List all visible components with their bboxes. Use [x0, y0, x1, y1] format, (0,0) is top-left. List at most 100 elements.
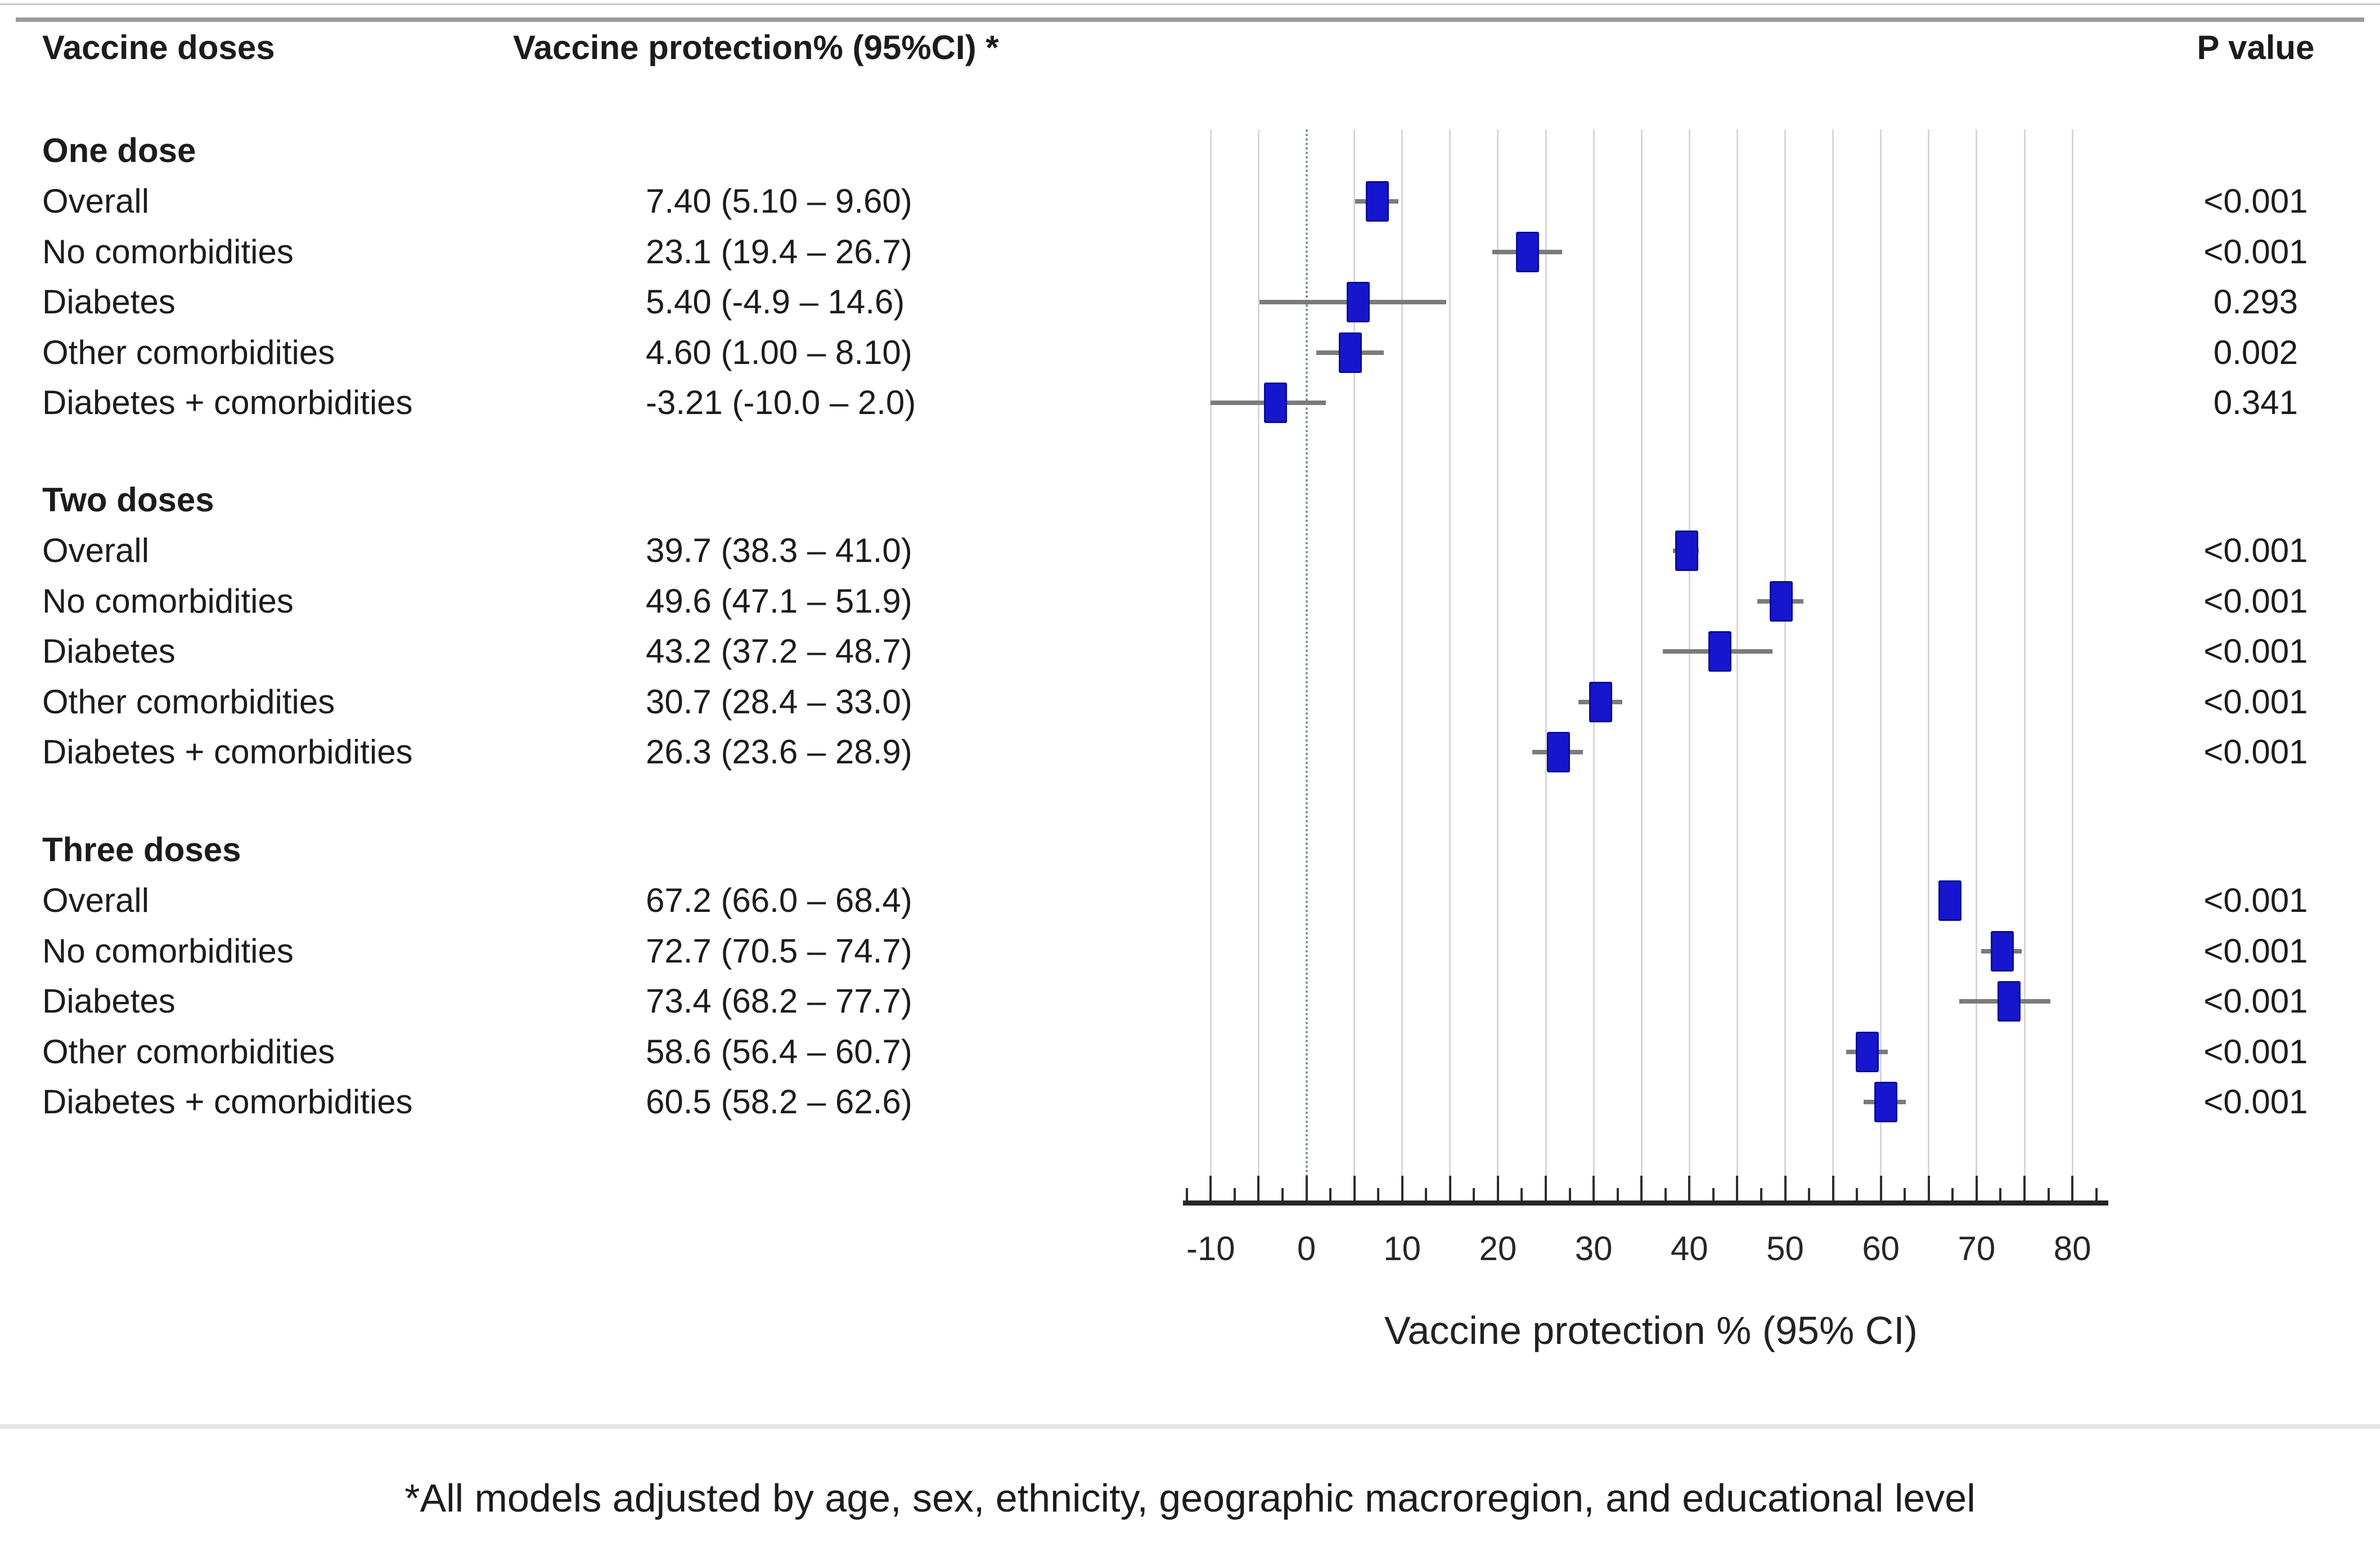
row-p-value: <0.001 — [2203, 1083, 2308, 1121]
estimate-marker — [1938, 880, 1961, 921]
row-value: 4.60 (1.00 – 8.10) — [646, 333, 912, 371]
axis-tick — [1640, 1176, 1643, 1200]
row-label: Overall — [42, 532, 150, 569]
row-p-value: <0.001 — [2203, 632, 2308, 670]
row-label: Diabetes + comorbidities — [42, 733, 413, 771]
bottom-rule-line — [0, 1424, 2380, 1429]
row-value: 43.2 (37.2 – 48.7) — [646, 632, 912, 670]
estimate-marker — [1516, 231, 1540, 272]
axis-tick — [1927, 1176, 1930, 1200]
gridline — [1353, 129, 1356, 1200]
axis-tick — [1808, 1188, 1811, 1200]
column-header-protection: Vaccine protection% (95%CI) * — [513, 29, 999, 66]
row-value: 7.40 (5.10 – 9.60) — [646, 182, 912, 220]
gridline — [1928, 129, 1930, 1200]
row-label: No comorbidities — [42, 232, 294, 271]
axis-tick — [1664, 1188, 1667, 1200]
estimate-marker — [1346, 282, 1370, 322]
row-label: No comorbidities — [42, 582, 294, 620]
row-label: No comorbidities — [42, 932, 294, 970]
axis-tick — [1592, 1176, 1595, 1200]
row-value: 49.6 (47.1 – 51.9) — [646, 582, 912, 620]
axis-tick — [1185, 1188, 1188, 1200]
row-p-value: <0.001 — [2203, 733, 2308, 771]
axis-tick-label: -10 — [1186, 1230, 1235, 1267]
top-border-line — [0, 3, 2380, 5]
axis-tick — [1329, 1188, 1332, 1200]
gridline — [1401, 129, 1403, 1200]
row-p-value: 0.341 — [2213, 384, 2298, 421]
row-label: Other comorbidities — [42, 333, 335, 371]
axis-tick — [1712, 1188, 1715, 1200]
estimate-marker — [1589, 681, 1612, 722]
estimate-marker — [1991, 930, 2014, 972]
axis-tick-label: 20 — [1479, 1230, 1517, 1267]
row-value: 5.40 (-4.9 – 14.6) — [646, 283, 905, 321]
gridline — [1880, 129, 1882, 1200]
axis-tick — [1856, 1188, 1859, 1200]
row-p-value: <0.001 — [2203, 682, 2308, 721]
header-rule-line — [16, 17, 2364, 22]
row-label: Diabetes — [42, 632, 176, 670]
axis-tick — [1879, 1176, 1882, 1200]
axis-tick — [1975, 1176, 1978, 1200]
row-value: 73.4 (68.2 – 77.7) — [646, 982, 912, 1020]
row-p-value: <0.001 — [2203, 182, 2308, 220]
axis-tick — [1401, 1176, 1403, 1200]
row-label: Other comorbidities — [42, 1032, 335, 1071]
row-value: 23.1 (19.4 – 26.7) — [646, 232, 912, 271]
axis-tick-label: 40 — [1670, 1230, 1708, 1267]
gridline — [1209, 129, 1212, 1200]
row-label: Diabetes + comorbidities — [42, 384, 413, 421]
estimate-marker — [1264, 383, 1288, 423]
row-p-value: <0.001 — [2203, 232, 2308, 271]
gridline — [1449, 129, 1451, 1200]
axis-tick-label: 80 — [2053, 1230, 2091, 1267]
axis-tick — [1832, 1176, 1834, 1200]
axis-tick — [1257, 1176, 1260, 1200]
axis-tick — [1520, 1188, 1523, 1200]
axis-tick — [1545, 1176, 1547, 1200]
x-axis-line — [1183, 1200, 2108, 1206]
row-value: 72.7 (70.5 – 74.7) — [646, 932, 912, 970]
row-p-value: <0.001 — [2203, 882, 2308, 919]
row-label: Overall — [42, 882, 150, 919]
estimate-marker — [1675, 530, 1698, 571]
row-label: Other comorbidities — [42, 682, 335, 721]
estimate-marker — [1874, 1082, 1897, 1122]
axis-tick — [1568, 1188, 1571, 1200]
section-label: Two doses — [42, 481, 214, 519]
axis-tick — [1377, 1188, 1380, 1200]
gridline — [2023, 129, 2026, 1200]
axis-tick-label: 10 — [1383, 1230, 1421, 1267]
axis-tick — [1473, 1188, 1475, 1200]
estimate-marker — [1339, 332, 1362, 373]
row-p-value: <0.001 — [2203, 932, 2308, 970]
row-p-value: <0.001 — [2203, 532, 2308, 569]
axis-tick — [1904, 1188, 1906, 1200]
estimate-marker — [1365, 181, 1389, 222]
axis-tick-label: 50 — [1766, 1230, 1804, 1267]
axis-tick — [1233, 1188, 1236, 1200]
gridline — [1976, 129, 1978, 1200]
gridline — [1784, 129, 1786, 1200]
row-value: -3.21 (-10.0 – 2.0) — [646, 384, 916, 421]
gridline — [1688, 129, 1690, 1200]
axis-tick — [1999, 1188, 2002, 1200]
row-p-value: 0.002 — [2213, 333, 2298, 371]
row-p-value: <0.001 — [2203, 982, 2308, 1020]
axis-tick-label: 30 — [1574, 1230, 1613, 1267]
axis-tick — [1425, 1188, 1428, 1200]
row-value: 26.3 (23.6 – 28.9) — [646, 733, 912, 771]
column-header-p-value: P value — [2197, 29, 2315, 66]
gridline — [1497, 129, 1499, 1200]
axis-tick — [1760, 1188, 1762, 1200]
row-label: Overall — [42, 182, 150, 220]
axis-tick — [2047, 1188, 2050, 1200]
axis-tick — [1688, 1176, 1691, 1200]
gridline — [2071, 129, 2073, 1200]
axis-tick — [2071, 1176, 2074, 1200]
axis-tick — [1353, 1176, 1356, 1200]
axis-tick — [1784, 1176, 1787, 1200]
